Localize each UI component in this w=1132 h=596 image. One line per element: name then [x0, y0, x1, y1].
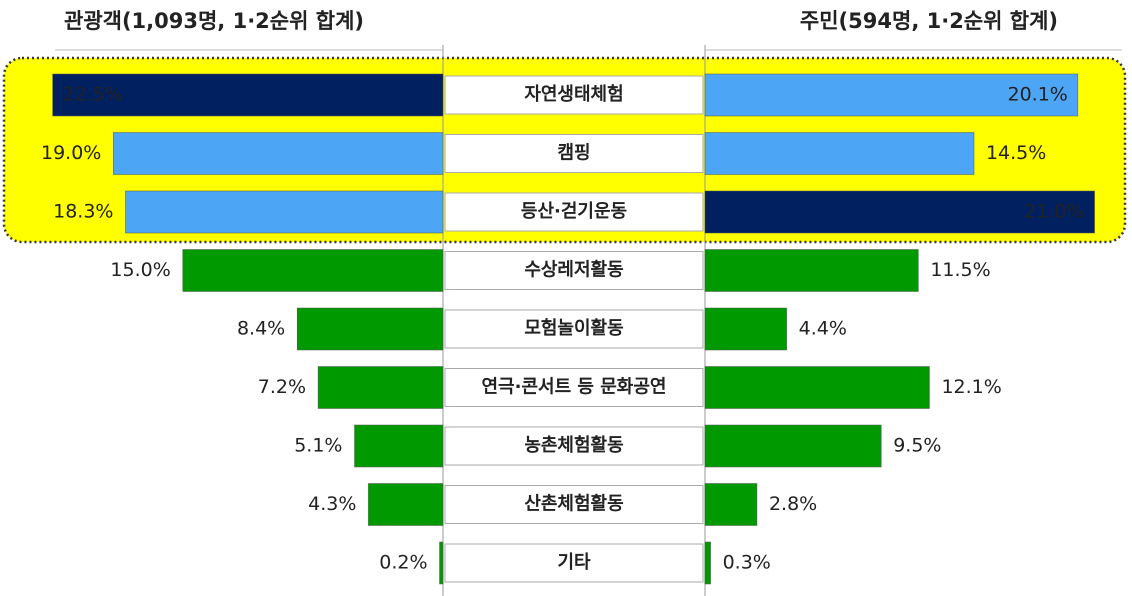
bar [704, 73, 1079, 117]
bar [704, 307, 787, 351]
category-label: 산촌체험활동 [524, 493, 623, 515]
category-label: 자연생태체험 [524, 83, 623, 105]
category-label: 캠핑 [557, 143, 590, 164]
value-label: 7.2% [258, 376, 306, 398]
category-box [444, 75, 704, 115]
bar [704, 424, 882, 468]
category-label: 연극·콘서트 등 문화공연 [482, 377, 667, 398]
category-label: 모험놀이활동 [524, 317, 623, 339]
right-header: 주민(594명, 1·2순위 합계) [800, 9, 1058, 33]
category-box [444, 251, 704, 290]
value-label: 4.3% [308, 493, 356, 515]
category-box [444, 368, 704, 407]
bar [354, 424, 444, 468]
bar [704, 132, 975, 175]
category-label: 등산·걷기운동 [521, 201, 627, 222]
bar [439, 541, 444, 585]
category-box [444, 309, 704, 349]
value-label: 5.1% [294, 435, 342, 457]
bar [704, 541, 711, 585]
value-label: 0.2% [379, 552, 427, 574]
bar [704, 249, 919, 292]
left-header: 관광객(1,093명, 1·2순위 합계) [64, 9, 364, 33]
category-box [444, 192, 704, 232]
value-label: 8.4% [237, 318, 285, 340]
value-label: 2.8% [769, 493, 817, 515]
value-label: 14.5% [986, 142, 1046, 164]
category-label: 농촌체험활동 [524, 434, 623, 456]
value-label: 4.4% [799, 318, 847, 340]
category-box [444, 426, 704, 466]
category-box [444, 485, 704, 524]
value-label: 18.3% [53, 201, 113, 223]
value-label: 12.1% [941, 376, 1001, 398]
category-box [444, 134, 704, 173]
bar [317, 366, 444, 409]
bar [113, 132, 444, 175]
bar [52, 73, 444, 117]
value-label: 22.5% [63, 84, 123, 106]
value-label: 21.0% [1024, 201, 1084, 223]
bar [125, 190, 444, 234]
category-label: 기타 [557, 552, 591, 573]
category-box [444, 543, 704, 583]
category-label: 수상레저활동 [524, 260, 623, 281]
value-label: 15.0% [110, 259, 170, 281]
value-label: 0.3% [723, 552, 771, 574]
value-label: 11.5% [930, 259, 990, 281]
bar [368, 483, 444, 526]
bar [704, 366, 930, 409]
value-label: 20.1% [1007, 84, 1067, 106]
bar [182, 249, 444, 292]
bar [704, 190, 1095, 234]
value-label: 9.5% [893, 435, 941, 457]
value-label: 19.0% [41, 142, 101, 164]
bar [704, 483, 758, 526]
bar [297, 307, 444, 351]
